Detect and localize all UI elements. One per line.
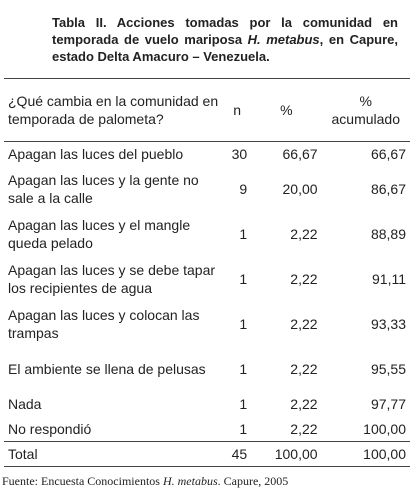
table-cell: 93,33	[370, 316, 406, 332]
table-row: Apagan las luces del pueblo 30 66,67 66,67	[4, 142, 410, 167]
source-text: Fuente: Encuesta Conocimientos	[2, 474, 160, 488]
title-text: Tabla II. Acciones tomadas por la comuni…	[52, 15, 398, 47]
table-cell: Apagan las luces y se debe tapar los rec…	[8, 262, 216, 296]
table-cell: 86,67	[370, 181, 406, 197]
table-title: Tabla II. Acciones tomadas por la comuni…	[52, 14, 398, 65]
table-cell: 66,67	[282, 146, 318, 163]
table-cell: Apagan las luces y la gente no sale a la…	[8, 172, 199, 206]
header-cell: n	[233, 102, 242, 118]
source-note: Fuente: Encuesta Conocimientos H. metabu…	[2, 474, 288, 489]
total-cell: 45	[231, 446, 248, 462]
header-cell: % acumulado	[331, 93, 401, 127]
table-cell: 1	[239, 226, 248, 242]
table-cell: 88,89	[370, 226, 406, 242]
table-cell: 95,55	[370, 361, 406, 377]
table-row: No respondió 1 2,22 100,00	[4, 417, 410, 442]
total-row: Total 45 100,00 100,00	[4, 442, 410, 467]
source-text: . Capure, 2005	[217, 474, 289, 488]
table-cell: 1	[239, 271, 248, 287]
table-cell: 2,22	[290, 361, 318, 377]
table-cell: 2,22	[290, 396, 318, 412]
table-cell: 1	[239, 316, 248, 332]
table-row: Apagan las luces y se debe tapar los rec…	[4, 257, 410, 302]
table-cell: 1	[239, 361, 248, 377]
table-cell: 1	[239, 420, 248, 437]
header-row: ¿Qué cambia en la comunidad en temporada…	[4, 78, 410, 142]
table-row: El ambiente se llena de pelusas 1 2,22 95,5…	[4, 347, 410, 392]
table-cell: 30	[231, 146, 248, 163]
title-species: H. metabus	[247, 32, 320, 47]
data-table: ¿Qué cambia en la comunidad en temporada…	[4, 78, 410, 467]
table-cell: Apagan las luces y colocan las trampas	[8, 307, 200, 341]
table-cell: 91,11	[372, 271, 406, 287]
table-cell: 97,77	[370, 396, 406, 412]
table-cell: El ambiente se llena de pelusas	[8, 361, 206, 377]
table-row: Apagan las luces y la gente no sale a la…	[4, 167, 410, 212]
header-cell: ¿Qué cambia en la comunidad en temporada…	[8, 93, 219, 127]
table-row: Apagan las luces y el mangle queda pelad…	[4, 212, 410, 257]
total-cell: 100,00	[363, 446, 406, 462]
table-cell: Apagan las luces y el mangle queda pelad…	[8, 217, 191, 251]
header-cell: %	[280, 102, 293, 118]
table-cell: 2,22	[290, 420, 318, 437]
total-cell: 100,00	[274, 446, 318, 462]
table-cell: Apagan las luces del pueblo	[8, 146, 184, 163]
table-cell: Nada	[8, 396, 42, 412]
table-row: Nada 1 2,22 97,77	[4, 392, 410, 417]
table-cell: 100,00	[363, 420, 406, 437]
table-cell: 2,22	[290, 316, 318, 332]
table-cell: 2,22	[290, 226, 318, 242]
table-cell: 66,67	[370, 146, 406, 163]
table-cell: 1	[239, 396, 248, 412]
table-cell: 9	[239, 181, 248, 197]
total-cell: Total	[8, 446, 38, 462]
table-cell: 20,00	[282, 181, 318, 197]
source-species: H. metabus	[162, 474, 218, 488]
table-cell: No respondió	[8, 420, 92, 437]
title-text: , en Capure, estado Delta Amacuro – Vene…	[52, 32, 398, 64]
table-cell: 2,22	[290, 271, 318, 287]
table-row: Apagan las luces y colocan las trampas 1 2…	[4, 302, 410, 347]
